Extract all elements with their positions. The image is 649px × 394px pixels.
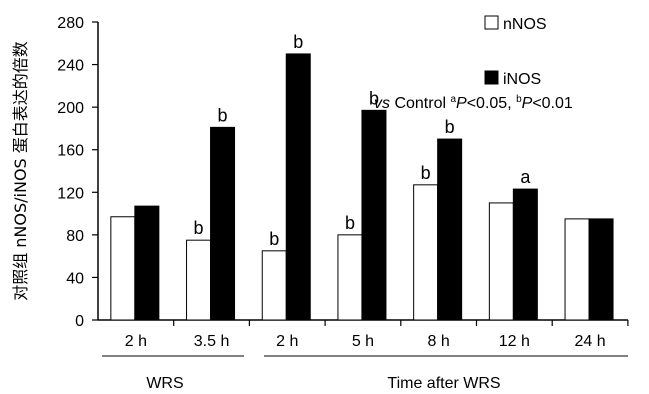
note-p2: P bbox=[522, 95, 533, 112]
bar-nnos-2 bbox=[261, 250, 287, 321]
group-brackets: WRS Time after WRS bbox=[102, 355, 628, 392]
bar-nnos-6 bbox=[564, 218, 590, 321]
x-tick-label-5: 12 h bbox=[499, 333, 530, 350]
note-vs: vs bbox=[374, 95, 390, 112]
annotation-8: a bbox=[520, 167, 531, 187]
bar-nnos-1 bbox=[186, 239, 212, 321]
y-tick-label-3: 120 bbox=[57, 185, 84, 202]
x-tick-label-6: 24 h bbox=[574, 333, 605, 350]
annotation-7: b bbox=[445, 117, 455, 137]
y-tick-label-5: 200 bbox=[57, 100, 84, 117]
bar-inos-6 bbox=[588, 218, 614, 321]
y-tick-label-7: 280 bbox=[57, 15, 84, 32]
bar-nnos-5 bbox=[488, 202, 514, 321]
annotation-0: b bbox=[194, 218, 204, 238]
y-axis: 0 40 80 120 160 200 240 280 bbox=[57, 15, 99, 330]
note-a-sup: a bbox=[450, 94, 456, 105]
bar-nnos-3 bbox=[337, 234, 363, 321]
y-tick-label-0: 0 bbox=[75, 313, 84, 330]
y-tick-label-6: 240 bbox=[57, 58, 84, 75]
group-label-wrs: WRS bbox=[146, 375, 183, 392]
bar-inos-0 bbox=[134, 205, 160, 321]
legend-swatch-nnos bbox=[484, 15, 499, 30]
x-axis: 2 h 3.5 h 2 h 5 h 8 h 12 h 24 h bbox=[98, 319, 629, 350]
y-axis-title: 对照组 nNOS/iNOS 蛋白表达的倍数 bbox=[11, 41, 30, 301]
y-tick-label-2: 80 bbox=[66, 228, 84, 245]
x-tick-label-2: 2 h bbox=[276, 333, 298, 350]
bar-nnos-4 bbox=[413, 184, 439, 321]
x-tick-label-4: 8 h bbox=[428, 333, 450, 350]
note-t2: <0.01 bbox=[532, 95, 573, 112]
bar-inos-1 bbox=[210, 126, 236, 321]
annotation-3: b bbox=[293, 32, 303, 52]
bar-inos-3 bbox=[361, 109, 387, 321]
note-b-sup: b bbox=[516, 94, 522, 105]
y-tick-label-1: 40 bbox=[66, 270, 84, 287]
x-tick-label-0: 2 h bbox=[125, 333, 147, 350]
bar-inos-5 bbox=[512, 188, 538, 321]
significance-note: vs Control aP<0.05, bP<0.01 bbox=[374, 94, 573, 112]
bar-inos-2 bbox=[285, 53, 311, 321]
bar-nnos-0 bbox=[110, 216, 136, 321]
annotation-2: b bbox=[269, 229, 279, 249]
x-tick-label-1: 3.5 h bbox=[194, 333, 230, 350]
group-label-time-after-wrs: Time after WRS bbox=[387, 375, 500, 392]
legend-label-nnos: nNOS bbox=[503, 16, 547, 33]
legend-swatch-inos bbox=[484, 70, 499, 85]
annotation-6: b bbox=[421, 163, 431, 183]
y-tick-label-4: 160 bbox=[57, 143, 84, 160]
annotation-1: b bbox=[218, 105, 228, 125]
bars bbox=[110, 53, 614, 321]
note-control: Control bbox=[390, 95, 450, 112]
x-tick-label-3: 5 h bbox=[352, 333, 374, 350]
note-t1: <0.05, bbox=[467, 95, 516, 112]
legend-label-inos: iNOS bbox=[503, 71, 541, 88]
note-p1: P bbox=[456, 95, 467, 112]
significance-labels: b b b b b b b b a bbox=[194, 32, 532, 249]
bar-inos-4 bbox=[437, 138, 463, 321]
annotation-5: b bbox=[369, 88, 379, 108]
legend: nNOS iNOS bbox=[484, 15, 547, 88]
annotation-4: b bbox=[345, 213, 355, 233]
